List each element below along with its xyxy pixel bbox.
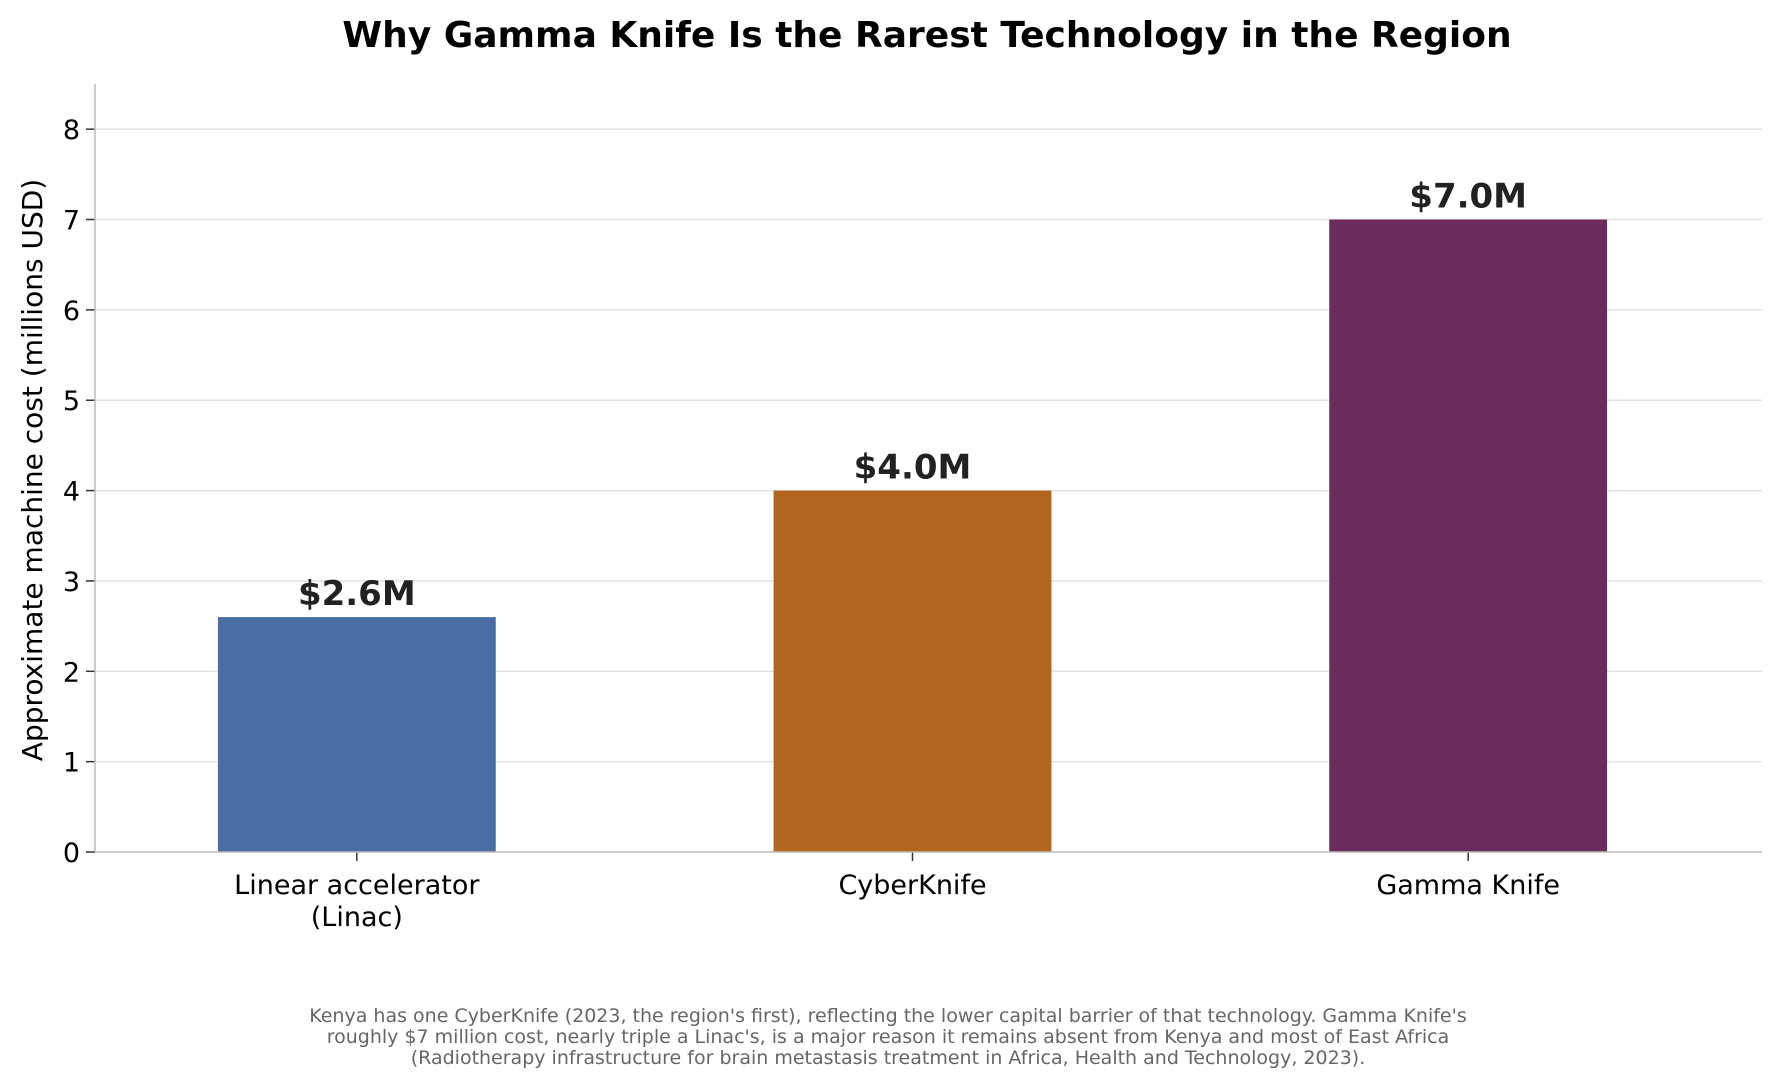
footnote-line: Kenya has one CyberKnife (2023, the regi… (309, 1005, 1467, 1027)
y-axis-label: Approximate machine cost (millions USD) (16, 179, 49, 761)
y-tick-label: 6 (63, 296, 80, 327)
y-tick-label: 8 (63, 115, 80, 146)
bars (217, 219, 1608, 852)
labels: 0 1 2 3 4 5 6 7 8 $2.6M Linear accelerator (Linac) $… (63, 115, 1560, 933)
y-tick-label: 3 (63, 567, 80, 598)
x-tick-label: Gamma Knife (1376, 870, 1560, 901)
bar (1329, 219, 1608, 852)
chart-title: Why Gamma Knife Is the Rarest Technology… (342, 15, 1511, 56)
y-tick-label: 7 (63, 206, 80, 237)
bar (773, 490, 1052, 852)
y-tick-label: 4 (63, 477, 80, 508)
y-tick-label: 1 (63, 748, 80, 779)
y-tick-label: 5 (63, 386, 80, 417)
data-label: $7.0M (1409, 177, 1527, 217)
y-tick-label: 2 (63, 657, 80, 688)
y-tick-label: 0 (63, 838, 80, 869)
x-tick-label: CyberKnife (838, 870, 986, 901)
data-label: $4.0M (854, 448, 972, 488)
footnote: Kenya has one CyberKnife (2023, the regi… (309, 1005, 1467, 1069)
footnote-line: (Radiotherapy infrastructure for brain m… (411, 1047, 1365, 1069)
x-tick-label: Linear accelerator (Linac) (234, 870, 480, 933)
data-label: $2.6M (298, 574, 416, 614)
footnote-line: roughly $7 million cost, nearly triple a… (327, 1026, 1450, 1048)
bar (217, 617, 496, 852)
axes (86, 84, 1762, 861)
